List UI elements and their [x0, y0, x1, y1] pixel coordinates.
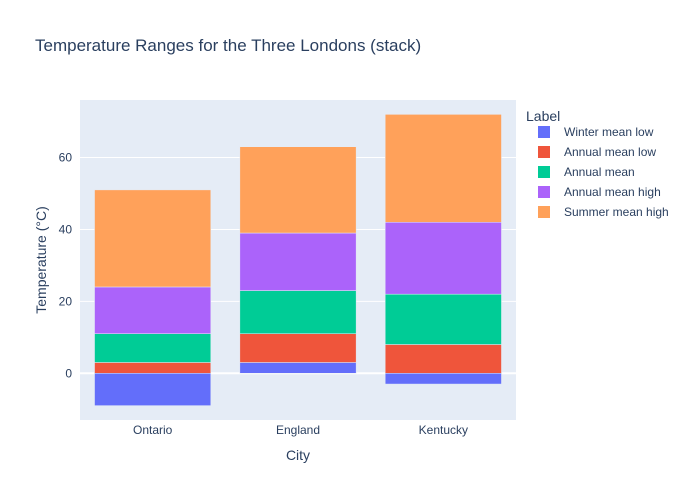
y-tick-label: 60: [59, 151, 73, 165]
bar-segment[interactable]: [384, 221, 502, 295]
bar-segment[interactable]: [239, 362, 357, 374]
bar-segment[interactable]: [384, 373, 502, 385]
bar-segment[interactable]: [239, 146, 357, 234]
bar-segment[interactable]: [239, 333, 357, 363]
chart-title: Temperature Ranges for the Three Londons…: [35, 36, 421, 55]
bar-segment[interactable]: [94, 362, 212, 374]
x-tick-label: Kentucky: [419, 423, 468, 437]
legend-title: Label: [526, 108, 560, 124]
legend-swatch: [538, 206, 550, 218]
x-axis-ticks: Ontario England Kentucky: [133, 423, 468, 437]
legend-item[interactable]: Annual mean: [538, 165, 635, 179]
legend-item[interactable]: Annual mean high: [538, 185, 661, 199]
bar-segment[interactable]: [94, 373, 212, 406]
legend-swatch: [538, 126, 550, 138]
bar-segment[interactable]: [384, 114, 502, 223]
x-tick-label: Ontario: [133, 423, 173, 437]
legend-item[interactable]: Winter mean low: [538, 125, 654, 139]
legend-swatch: [538, 146, 550, 158]
bar-segment[interactable]: [384, 293, 502, 345]
bar-segment[interactable]: [94, 333, 212, 363]
bar-segment[interactable]: [94, 189, 212, 288]
y-axis-title: Temperature (°C): [33, 206, 49, 314]
legend-label: Summer mean high: [564, 205, 669, 219]
bar-segment[interactable]: [239, 290, 357, 334]
legend-label: Winter mean low: [564, 125, 654, 139]
legend-swatch: [538, 166, 550, 178]
y-tick-label: 40: [59, 222, 73, 236]
legend-label: Annual mean: [564, 165, 635, 179]
x-axis-title: City: [286, 447, 310, 463]
legend-label: Annual mean low: [564, 145, 656, 159]
bar-stacks: [94, 114, 502, 406]
bar-segment[interactable]: [94, 286, 212, 334]
y-axis-ticks: 0 20 40 60: [59, 151, 73, 381]
legend-label: Annual mean high: [564, 185, 661, 199]
x-tick-label: England: [276, 423, 320, 437]
legend-swatch: [538, 186, 550, 198]
legend: Label Winter mean low Annual mean low Annu…: [526, 108, 669, 219]
y-tick-label: 0: [65, 366, 72, 380]
legend-item[interactable]: Summer mean high: [538, 205, 669, 219]
y-tick-label: 20: [59, 294, 73, 308]
legend-item[interactable]: Annual mean low: [538, 145, 656, 159]
bar-segment[interactable]: [239, 232, 357, 291]
bar-segment[interactable]: [384, 344, 502, 374]
